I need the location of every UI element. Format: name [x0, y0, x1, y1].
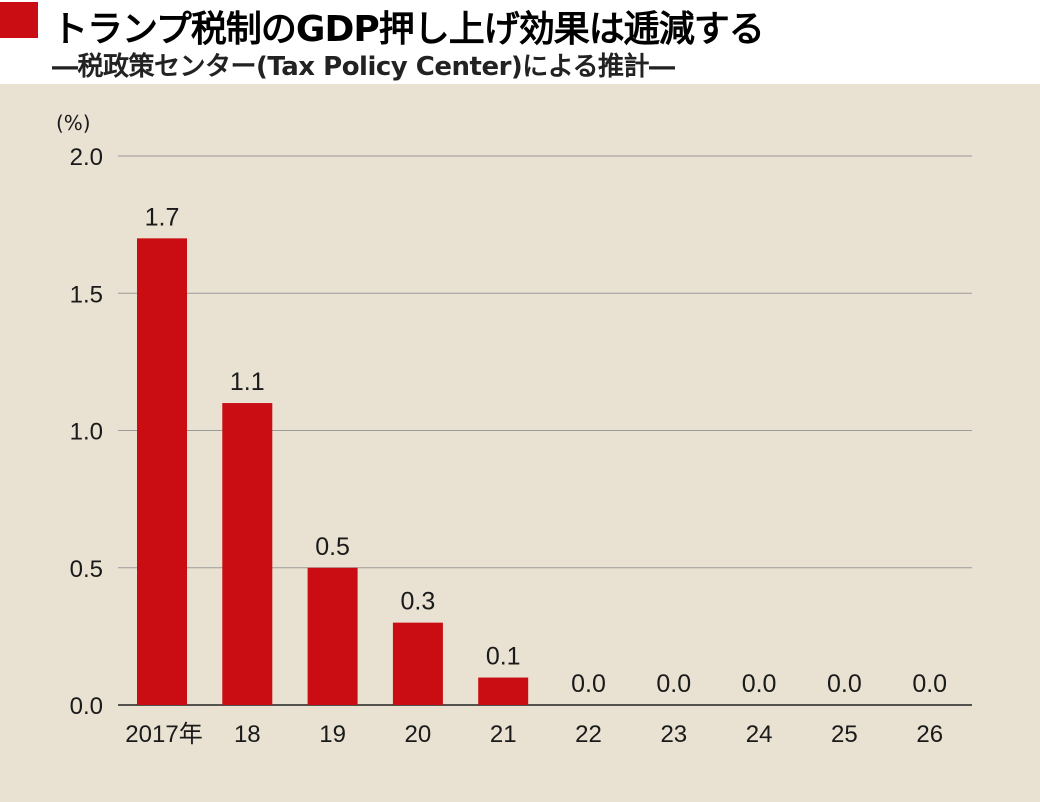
bar-value-label: 0.0: [571, 670, 606, 698]
x-tick-label: 22: [575, 721, 602, 748]
x-tick-label: 24: [746, 721, 773, 748]
plot-area: 0.0 0.5 1.0 1.5 2.0 (%) 1.7 2017年 1.1 18 0.5 19 0.3 2…: [0, 84, 1040, 802]
x-tick-label: 23: [660, 721, 687, 748]
x-tick-label: 26: [916, 721, 943, 748]
bar-value-label: 0.3: [401, 588, 436, 616]
x-tick-label: 25: [831, 721, 858, 748]
bar-value-label: 0.0: [827, 670, 862, 698]
y-tick-label: 1.0: [70, 419, 103, 446]
chart-subtitle: ―税政策センター(Tax Policy Center)による推計―: [52, 52, 675, 82]
bar-value-label: 1.7: [145, 203, 180, 231]
bar-value-label: 0.1: [486, 643, 521, 671]
x-tick-label: 2017年: [125, 721, 202, 748]
y-unit-label: (%): [56, 111, 91, 135]
bar: [222, 403, 273, 705]
bar: [478, 677, 529, 705]
x-tick-label: 18: [234, 721, 261, 748]
text-layer: 0.0 0.5 1.0 1.5 2.0 (%) 1.7 2017年 1.1 18 0.5 19 0.3 2…: [56, 111, 947, 748]
y-tick-label: 1.5: [70, 281, 103, 308]
title-marker: [0, 2, 38, 38]
x-tick-label: 21: [490, 721, 517, 748]
bar: [307, 567, 358, 705]
y-tick-label: 0.0: [70, 693, 103, 720]
bar: [392, 622, 443, 705]
chart-header: トランプ税制のGDP押し上げ効果は逓減する ―税政策センター(Tax Polic…: [0, 0, 1040, 84]
y-tick-label: 2.0: [70, 144, 103, 171]
bar-value-label: 0.0: [742, 670, 777, 698]
bar-layer: [137, 238, 529, 705]
chart-title: トランプ税制のGDP押し上げ効果は逓減する: [52, 9, 765, 50]
bar-value-label: 1.1: [230, 368, 265, 396]
x-tick-label: 19: [319, 721, 346, 748]
bar: [137, 238, 187, 705]
bar-value-label: 0.5: [315, 533, 350, 561]
y-tick-label: 0.5: [70, 556, 103, 583]
x-tick-label: 20: [405, 721, 432, 748]
bar-chart: 0.0 0.5 1.0 1.5 2.0 (%) 1.7 2017年 1.1 18 0.5 19 0.3 2…: [56, 111, 972, 748]
bar-value-label: 0.0: [912, 670, 947, 698]
bar-value-label: 0.0: [656, 670, 691, 698]
